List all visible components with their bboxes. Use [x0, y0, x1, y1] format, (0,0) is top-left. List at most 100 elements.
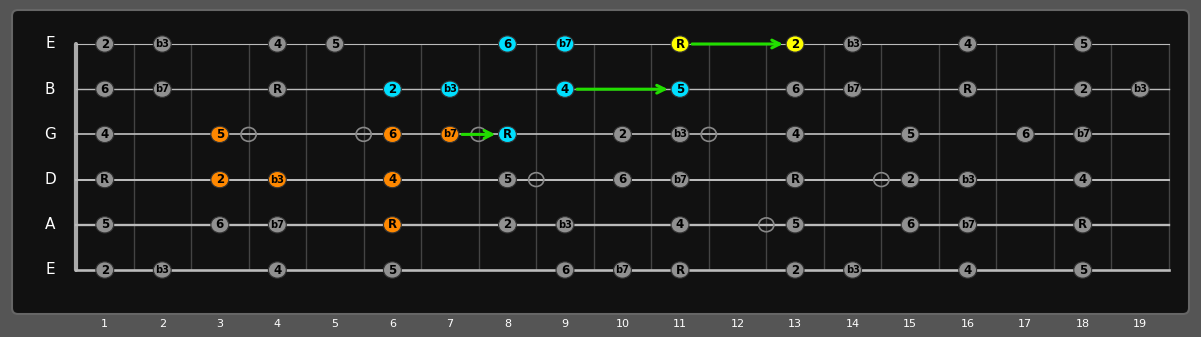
Ellipse shape	[498, 172, 516, 188]
Text: b3: b3	[961, 175, 974, 185]
Ellipse shape	[787, 126, 803, 143]
Text: 6: 6	[1021, 128, 1029, 141]
Ellipse shape	[96, 81, 114, 97]
Ellipse shape	[787, 36, 803, 52]
Ellipse shape	[383, 217, 401, 233]
Text: b3: b3	[1134, 84, 1147, 94]
Ellipse shape	[154, 81, 172, 97]
Text: b7: b7	[673, 175, 687, 185]
Text: 6: 6	[101, 83, 109, 96]
Text: 5: 5	[676, 83, 685, 96]
Text: 6: 6	[389, 319, 396, 329]
Text: b7: b7	[1076, 129, 1089, 140]
Ellipse shape	[958, 36, 976, 52]
Text: R: R	[503, 128, 512, 141]
Text: 17: 17	[1018, 319, 1032, 329]
Text: 10: 10	[615, 319, 629, 329]
Text: 5: 5	[388, 264, 396, 276]
Text: b3: b3	[673, 129, 687, 140]
Ellipse shape	[901, 217, 919, 233]
Ellipse shape	[498, 126, 516, 143]
Text: 6: 6	[503, 37, 512, 51]
Ellipse shape	[1074, 36, 1092, 52]
Text: 4: 4	[963, 37, 972, 51]
Text: 4: 4	[273, 37, 281, 51]
Text: 6: 6	[906, 218, 914, 231]
Text: 5: 5	[503, 173, 512, 186]
Text: 14: 14	[846, 319, 860, 329]
Ellipse shape	[671, 172, 689, 188]
Ellipse shape	[614, 262, 632, 278]
Ellipse shape	[614, 126, 632, 143]
Text: 2: 2	[791, 37, 799, 51]
Text: 5: 5	[906, 128, 914, 141]
Text: R: R	[675, 264, 685, 276]
Ellipse shape	[671, 36, 689, 52]
Text: A: A	[44, 217, 55, 232]
Text: 2: 2	[159, 319, 166, 329]
Ellipse shape	[671, 126, 689, 143]
Text: 5: 5	[331, 319, 339, 329]
Text: 4: 4	[1078, 173, 1087, 186]
Ellipse shape	[787, 172, 803, 188]
Ellipse shape	[556, 36, 574, 52]
Ellipse shape	[556, 217, 574, 233]
Text: b7: b7	[961, 220, 974, 230]
Text: 11: 11	[673, 319, 687, 329]
Text: 6: 6	[216, 218, 223, 231]
Text: b3: b3	[155, 39, 169, 49]
Ellipse shape	[1074, 172, 1092, 188]
Text: R: R	[388, 218, 398, 231]
Ellipse shape	[843, 262, 861, 278]
Ellipse shape	[383, 262, 401, 278]
Ellipse shape	[268, 262, 286, 278]
Text: 18: 18	[1076, 319, 1089, 329]
Text: b7: b7	[616, 265, 629, 275]
Text: 19: 19	[1134, 319, 1147, 329]
Ellipse shape	[211, 126, 228, 143]
Ellipse shape	[96, 172, 114, 188]
Text: b3: b3	[270, 175, 285, 185]
Text: 4: 4	[388, 173, 396, 186]
Text: 6: 6	[619, 173, 627, 186]
Text: D: D	[44, 172, 56, 187]
Text: R: R	[100, 173, 109, 186]
Ellipse shape	[843, 81, 861, 97]
Text: 6: 6	[388, 128, 396, 141]
Ellipse shape	[958, 262, 976, 278]
Text: 2: 2	[216, 173, 223, 186]
Ellipse shape	[958, 172, 976, 188]
Ellipse shape	[614, 172, 632, 188]
Text: 2: 2	[101, 264, 109, 276]
Ellipse shape	[958, 81, 976, 97]
Ellipse shape	[1074, 81, 1092, 97]
Ellipse shape	[1074, 126, 1092, 143]
Text: 8: 8	[504, 319, 510, 329]
Text: R: R	[790, 173, 800, 186]
Ellipse shape	[671, 262, 689, 278]
Text: 4: 4	[274, 319, 281, 329]
Text: 5: 5	[791, 218, 799, 231]
Text: 2: 2	[388, 83, 396, 96]
Ellipse shape	[901, 172, 919, 188]
Ellipse shape	[268, 217, 286, 233]
Text: 4: 4	[101, 128, 109, 141]
Text: 16: 16	[961, 319, 975, 329]
Text: 5: 5	[216, 128, 223, 141]
Text: 6: 6	[791, 83, 799, 96]
Text: E: E	[46, 263, 55, 277]
Ellipse shape	[154, 262, 172, 278]
Text: 9: 9	[561, 319, 568, 329]
Text: 1: 1	[101, 319, 108, 329]
Ellipse shape	[556, 81, 574, 97]
Text: 4: 4	[963, 264, 972, 276]
Ellipse shape	[787, 217, 803, 233]
Text: G: G	[44, 127, 56, 142]
Text: b7: b7	[155, 84, 169, 94]
Ellipse shape	[958, 217, 976, 233]
Text: B: B	[44, 82, 55, 97]
Ellipse shape	[441, 81, 459, 97]
Text: 2: 2	[791, 264, 799, 276]
Ellipse shape	[1131, 81, 1149, 97]
Ellipse shape	[1074, 217, 1092, 233]
